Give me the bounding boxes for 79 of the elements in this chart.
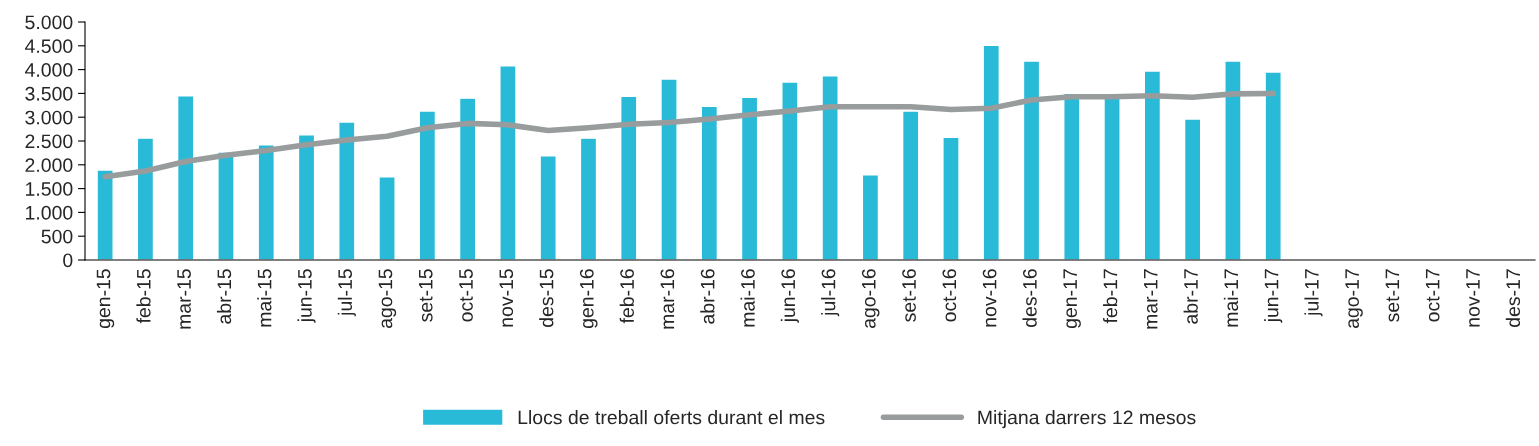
- bar: [1022, 60, 1041, 260]
- x-tick-label: des-15: [539, 269, 554, 327]
- bar: [619, 95, 638, 260]
- x-tick-label: abr-15: [216, 269, 232, 324]
- legend-label: Mitjana darrers 12 mesos: [978, 410, 1196, 429]
- x-tick-label: jun-16: [780, 269, 799, 323]
- x-tick-label: mai-17: [1223, 269, 1239, 327]
- y-tick-label: 2.000: [25, 158, 73, 173]
- x-tick-label: abr-17: [1183, 269, 1198, 324]
- bar: [378, 176, 396, 260]
- x-tick-label: jul-16: [821, 269, 840, 317]
- y-tick-label: 4.500: [24, 39, 73, 54]
- y-tick-label: 2.500: [25, 134, 73, 149]
- bar: [539, 155, 557, 260]
- y-tick-label: 3.500: [25, 86, 73, 101]
- bar: [1063, 92, 1081, 260]
- x-tick-label: set-15: [419, 269, 433, 322]
- y-tick-label: 500: [41, 229, 73, 244]
- x-tick-label: mar-15: [177, 269, 191, 329]
- x-tick-label: jul-17: [1304, 269, 1323, 317]
- y-tick-label: 4.000: [24, 63, 73, 77]
- bar: [740, 96, 759, 260]
- bar: [338, 121, 356, 260]
- x-tick-label: oct-15: [459, 269, 473, 322]
- y-tick-label: 5.000: [25, 15, 73, 30]
- y-tick-label: 0: [63, 253, 73, 268]
- x-tick-label: ago-17: [1345, 269, 1363, 329]
- x-tick-label: feb-16: [619, 269, 634, 324]
- bar: [418, 110, 437, 260]
- y-tick-label: 1.000: [26, 205, 73, 220]
- x-tick-label: ago-16: [861, 269, 880, 329]
- x-tick-label: des-16: [1022, 269, 1037, 327]
- bar: [257, 144, 276, 260]
- bar: [982, 44, 1001, 260]
- x-tick-label: oct-16: [942, 269, 957, 322]
- x-tick-label: nov-15: [499, 269, 514, 327]
- bar: [297, 134, 316, 260]
- x-tick-label: nov-17: [1466, 269, 1480, 327]
- bar: [942, 136, 960, 260]
- bar: [700, 105, 719, 260]
- bar: [176, 95, 195, 260]
- bar: [579, 137, 598, 260]
- x-tick-label: gen-16: [579, 269, 598, 329]
- x-tick-label: jun-17: [1264, 269, 1283, 323]
- x-tick-label: set-16: [902, 269, 916, 322]
- bar: [217, 151, 235, 260]
- y-tick-label: 1.500: [26, 182, 73, 196]
- x-tick-label: mar-16: [660, 269, 675, 329]
- x-tick-label: mai-15: [257, 269, 272, 327]
- x-tick-label: feb-17: [1103, 269, 1118, 324]
- bar: [1264, 71, 1282, 260]
- x-tick-label: abr-16: [700, 269, 715, 324]
- bar: [1143, 70, 1162, 260]
- bar: [1183, 118, 1202, 260]
- bar: [1103, 96, 1121, 260]
- x-tick-label: feb-15: [136, 269, 151, 324]
- x-tick-label: gen-15: [96, 269, 115, 329]
- bar: [901, 110, 920, 260]
- x-tick-label: oct-17: [1425, 269, 1440, 322]
- x-tick-label: ago-15: [378, 269, 397, 329]
- bar: [781, 81, 799, 260]
- legend-label: Llocs de treball oferts durant el mes: [518, 410, 825, 425]
- bar: [458, 97, 477, 260]
- x-tick-label: jun-15: [297, 269, 316, 323]
- bar: [861, 174, 880, 260]
- bar: [499, 65, 517, 260]
- x-tick-label: set-17: [1385, 269, 1400, 322]
- x-tick-label: mar-17: [1144, 269, 1158, 329]
- bar: [1224, 60, 1242, 260]
- x-tick-label: mai-16: [740, 269, 755, 327]
- x-tick-label: gen-17: [1063, 269, 1081, 329]
- x-tick-label: nov-16: [982, 269, 997, 327]
- bar: [136, 137, 155, 260]
- bar: [821, 75, 839, 260]
- bar: [96, 169, 114, 260]
- bar: [660, 78, 678, 260]
- y-tick-label: 3.000: [25, 110, 73, 125]
- x-tick-label: des-17: [1505, 269, 1521, 327]
- x-tick-label: jul-15: [337, 269, 356, 317]
